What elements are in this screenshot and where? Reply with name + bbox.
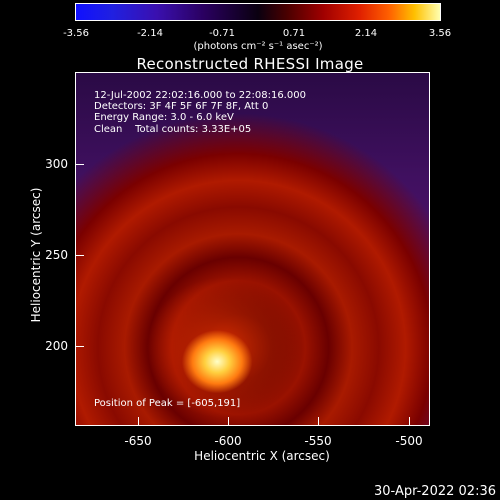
y-tick-label: 300 xyxy=(45,157,68,171)
info-energy: Energy Range: 3.0 - 6.0 keV xyxy=(94,112,234,123)
x-tick-mark xyxy=(409,417,410,425)
x-tick-label: -600 xyxy=(214,434,242,448)
x-axis-title: Heliocentric X (arcsec) xyxy=(194,449,330,463)
x-tick-label: -500 xyxy=(395,434,423,448)
chart-title: Reconstructed RHESSI Image xyxy=(136,55,364,73)
y-tick-mark xyxy=(76,164,84,165)
peak-position-label: Position of Peak = [-605,191] xyxy=(94,398,241,409)
colorbar-tick: -3.56 xyxy=(63,28,89,39)
colorbar-tick: -0.71 xyxy=(209,28,235,39)
colorbar xyxy=(75,3,441,21)
timestamp: 30-Apr-2022 02:36 xyxy=(374,484,496,499)
info-detectors: Detectors: 3F 4F 5F 6F 7F 8F, Att 0 xyxy=(94,101,269,112)
x-tick-label: -550 xyxy=(304,434,332,448)
y-tick-mark xyxy=(76,255,84,256)
y-tick-label: 250 xyxy=(45,248,68,262)
info-clean: Clean Total counts: 3.33E+05 xyxy=(94,124,252,135)
info-time: 12-Jul-2002 22:02:16.000 to 22:08:16.000 xyxy=(94,90,306,101)
y-tick-mark xyxy=(76,346,84,347)
colorbar-tick: 3.56 xyxy=(428,28,452,39)
x-tick-label: -650 xyxy=(124,434,152,448)
image-plot-area xyxy=(75,72,430,426)
colorbar-tick: 0.71 xyxy=(282,28,306,39)
y-tick-label: 200 xyxy=(45,339,68,353)
x-tick-mark xyxy=(228,417,229,425)
y-axis-title: Heliocentric Y (arcsec) xyxy=(29,187,43,323)
colorbar-unit: (photons cm⁻² s⁻¹ asec⁻²) xyxy=(193,41,323,52)
x-tick-mark xyxy=(138,417,139,425)
colorbar-tick: 2.14 xyxy=(354,28,378,39)
colorbar-tick: -2.14 xyxy=(137,28,163,39)
x-tick-mark xyxy=(318,417,319,425)
